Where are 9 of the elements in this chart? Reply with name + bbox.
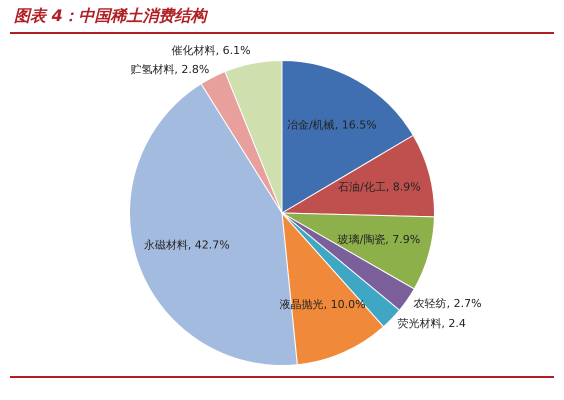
slice-label: 荧光材料, 2.4 bbox=[397, 316, 466, 330]
slice-label: 贮氢材料, 2.8% bbox=[130, 63, 210, 76]
slice-label: 农轻纺, 2.7% bbox=[414, 297, 482, 310]
chart-title: 图表 4：中国稀土消费结构 bbox=[14, 6, 207, 27]
slice-label: 冶金/机械, 16.5% bbox=[287, 118, 377, 132]
slice-label: 石油/化工, 8.9% bbox=[338, 180, 421, 194]
slice-label: 催化材料, 6.1% bbox=[172, 44, 251, 58]
slice-label: 玻璃/陶瓷, 7.9% bbox=[338, 233, 420, 246]
slice-label: 永磁材料, 42.7% bbox=[144, 238, 230, 252]
